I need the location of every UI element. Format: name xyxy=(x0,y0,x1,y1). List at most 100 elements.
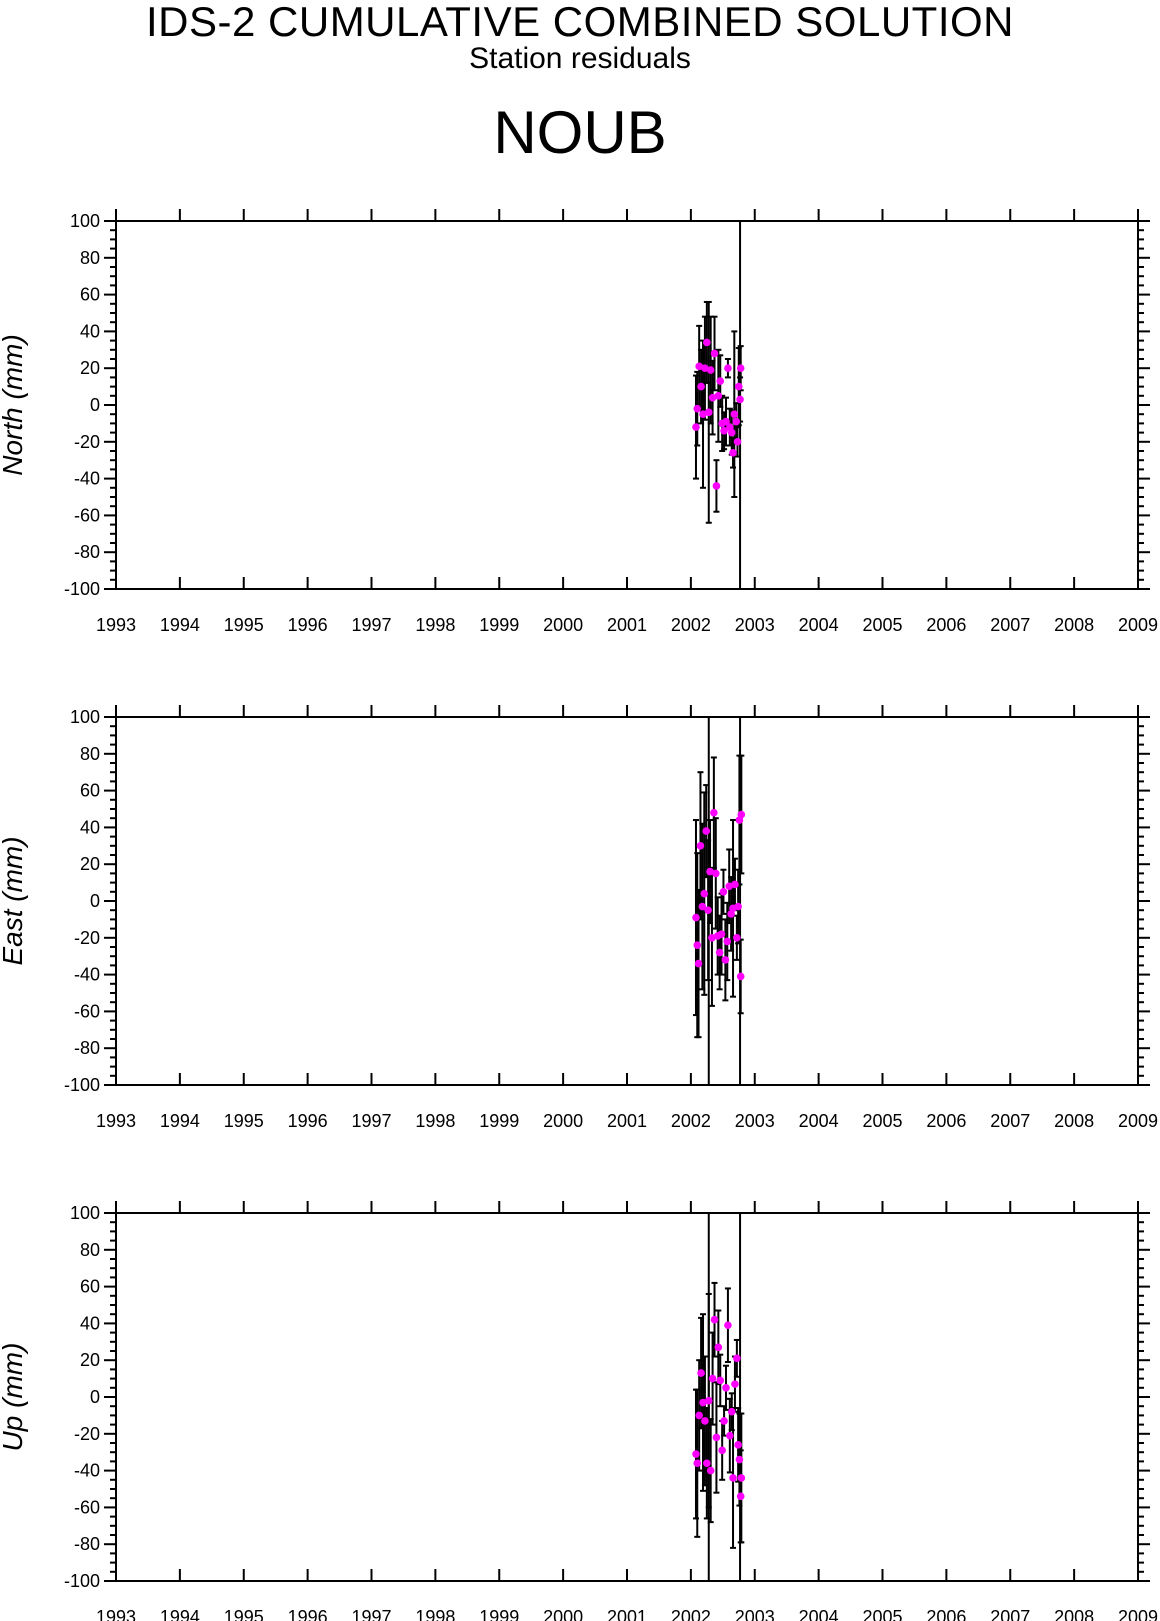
data-point xyxy=(710,1315,719,1324)
east-panel: 1993 1994 1995 1996 1997 1998 1999 2000 2001 2002… xyxy=(0,705,1158,1131)
x-tick-label: 2003 xyxy=(735,615,775,635)
y-tick-label: -20 xyxy=(74,432,100,452)
y-tick-label: -80 xyxy=(74,1534,100,1554)
y-tick-label: -60 xyxy=(74,505,100,525)
x-tick-label: 1996 xyxy=(288,615,328,635)
y-tick-label: 80 xyxy=(80,1240,100,1260)
data-point xyxy=(719,888,728,896)
data-point xyxy=(725,882,733,891)
data-point xyxy=(718,1446,726,1455)
data-point xyxy=(708,393,717,402)
y-tick-label: 100 xyxy=(70,1203,100,1223)
up-y-axis-label: Up (mm) xyxy=(0,1343,28,1452)
data-point xyxy=(706,366,715,374)
data-point xyxy=(697,1369,705,1377)
x-tick-label: 2002 xyxy=(671,1111,711,1131)
data-point xyxy=(704,906,712,914)
x-tick-label: 2001 xyxy=(607,615,647,635)
data-point xyxy=(714,392,723,400)
x-tick-label: 2006 xyxy=(926,1607,966,1621)
data-point xyxy=(695,1411,703,1420)
data-point xyxy=(692,1450,700,1458)
x-tick-label: 1999 xyxy=(479,1607,519,1621)
x-tick-label: 2009 xyxy=(1118,615,1158,635)
north-y-axis-label: North (mm) xyxy=(0,334,28,476)
data-point xyxy=(726,1431,734,1440)
data-point xyxy=(716,1376,725,1385)
x-tick-label: 1994 xyxy=(160,615,200,635)
x-tick-label: 1997 xyxy=(351,1111,391,1131)
data-point xyxy=(724,1321,732,1330)
y-tick-label: -80 xyxy=(74,1038,100,1058)
x-tick-label: 2004 xyxy=(799,1111,839,1131)
x-tick-label: 2004 xyxy=(799,1607,839,1621)
y-tick-label: 20 xyxy=(80,1350,100,1370)
data-point xyxy=(704,408,713,417)
x-tick-label: 2001 xyxy=(607,1111,647,1131)
x-tick-label: 2009 xyxy=(1118,1111,1158,1131)
y-tick-label: -60 xyxy=(74,1497,100,1517)
x-tick-label: 1993 xyxy=(96,1111,136,1131)
data-point xyxy=(708,934,716,942)
data-point xyxy=(735,1455,744,1464)
data-point xyxy=(704,1396,713,1405)
x-tick-label: 2007 xyxy=(990,1607,1030,1621)
data-point xyxy=(733,934,741,942)
y-tick-label: 100 xyxy=(70,707,100,727)
data-point xyxy=(701,364,709,373)
x-tick-label: 1997 xyxy=(351,615,391,635)
data-point xyxy=(702,827,711,835)
y-tick-label: -100 xyxy=(64,579,100,599)
x-tick-label: 1995 xyxy=(224,1607,264,1621)
y-tick-label: 20 xyxy=(80,854,100,874)
data-point xyxy=(727,428,736,437)
data-point xyxy=(699,1398,707,1407)
data-point xyxy=(716,377,725,385)
data-point xyxy=(737,810,746,819)
x-tick-label: 1993 xyxy=(96,1607,136,1621)
y-tick-label: -60 xyxy=(74,1001,100,1021)
y-tick-label: 60 xyxy=(80,1277,100,1297)
x-tick-label: 1995 xyxy=(224,615,264,635)
data-point xyxy=(696,842,705,850)
north-panel: 1993 1994 1995 1996 1997 1998 1999 2000 2001 2002… xyxy=(0,209,1158,635)
y-tick-label: 80 xyxy=(80,744,100,764)
data-point xyxy=(720,1417,728,1425)
x-tick-label: 2008 xyxy=(1054,1607,1094,1621)
x-tick-label: 2000 xyxy=(543,1607,583,1621)
x-tick-label: 2008 xyxy=(1054,615,1094,635)
x-tick-label: 2000 xyxy=(543,615,583,635)
chart-title: IDS-2 CUMULATIVE COMBINED SOLUTION xyxy=(146,0,1014,45)
x-tick-label: 1994 xyxy=(160,1111,200,1131)
east-y-axis-label: East (mm) xyxy=(0,836,28,965)
data-point xyxy=(701,1417,709,1425)
y-tick-label: -40 xyxy=(74,1461,100,1481)
x-tick-label: 2005 xyxy=(862,1111,902,1131)
data-point xyxy=(729,449,737,457)
data-point xyxy=(736,395,744,404)
data-point xyxy=(729,1474,737,1482)
y-tick-label: -20 xyxy=(74,928,100,948)
y-tick-label: 40 xyxy=(80,817,100,837)
x-tick-label: 1995 xyxy=(224,1111,264,1131)
x-tick-label: 1993 xyxy=(96,615,136,635)
data-point xyxy=(708,1374,717,1383)
x-tick-label: 1998 xyxy=(415,1111,455,1131)
data-point xyxy=(734,382,743,391)
data-point xyxy=(692,913,700,922)
data-point xyxy=(710,808,718,817)
data-point xyxy=(731,1380,739,1388)
y-tick-label: -100 xyxy=(64,1571,100,1591)
y-tick-label: 40 xyxy=(80,1313,100,1333)
x-tick-label: 1996 xyxy=(288,1111,328,1131)
data-point xyxy=(715,948,724,957)
x-tick-label: 1999 xyxy=(479,615,519,635)
x-tick-label: 1998 xyxy=(415,1607,455,1621)
x-tick-label: 1997 xyxy=(351,1607,391,1621)
x-tick-label: 2003 xyxy=(735,1607,775,1621)
data-point xyxy=(699,410,707,419)
data-point xyxy=(714,1343,723,1352)
x-tick-label: 1998 xyxy=(415,615,455,635)
data-point xyxy=(733,1354,741,1363)
